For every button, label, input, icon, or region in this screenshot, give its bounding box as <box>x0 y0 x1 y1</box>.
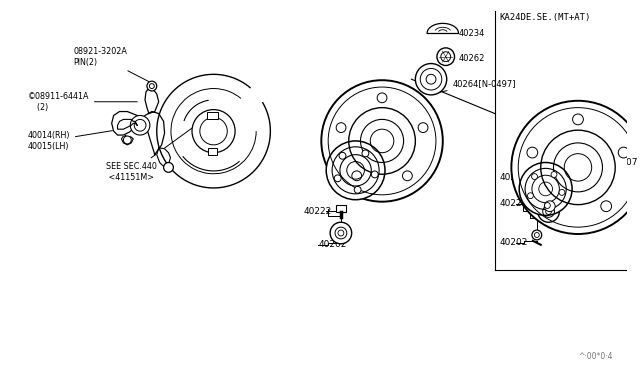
Circle shape <box>519 163 572 215</box>
Polygon shape <box>183 131 239 171</box>
Text: 08921-3202A
PIN(2): 08921-3202A PIN(2) <box>74 46 149 82</box>
Text: 40222: 40222 <box>304 207 332 216</box>
Circle shape <box>354 186 361 193</box>
Polygon shape <box>145 88 159 113</box>
Circle shape <box>618 147 629 158</box>
Text: ©08911-6441A
    (2): ©08911-6441A (2) <box>28 92 138 112</box>
Bar <box>336 205 346 212</box>
Polygon shape <box>427 23 458 33</box>
Text: ^·00*0·4: ^·00*0·4 <box>579 352 613 361</box>
Circle shape <box>527 193 533 199</box>
Circle shape <box>330 222 352 244</box>
Polygon shape <box>111 112 164 155</box>
Text: KA24DE.SE.(MT+AT): KA24DE.SE.(MT+AT) <box>500 13 591 22</box>
Circle shape <box>511 101 640 234</box>
Text: 40202: 40202 <box>318 240 347 249</box>
Circle shape <box>551 171 557 177</box>
Circle shape <box>545 201 555 212</box>
Text: 40222: 40222 <box>500 199 528 208</box>
Text: 40207: 40207 <box>609 158 638 167</box>
Text: 40207: 40207 <box>380 173 408 182</box>
Circle shape <box>538 201 559 222</box>
Circle shape <box>377 93 387 103</box>
Circle shape <box>415 64 447 95</box>
Circle shape <box>164 163 173 172</box>
Circle shape <box>131 115 150 135</box>
Circle shape <box>418 123 428 132</box>
Circle shape <box>532 174 538 180</box>
Polygon shape <box>157 148 170 166</box>
Circle shape <box>362 150 369 157</box>
Bar <box>207 112 218 119</box>
Polygon shape <box>157 74 270 188</box>
Text: 40264[N-0497]: 40264[N-0497] <box>434 78 516 93</box>
Text: 40262: 40262 <box>449 54 485 63</box>
Text: SEE SEC.440
 <41151M>: SEE SEC.440 <41151M> <box>106 127 194 182</box>
Polygon shape <box>118 119 137 129</box>
Circle shape <box>147 81 157 91</box>
Circle shape <box>339 153 346 159</box>
Circle shape <box>321 80 443 202</box>
Circle shape <box>559 189 565 195</box>
Circle shape <box>437 48 454 65</box>
Circle shape <box>601 201 612 212</box>
Circle shape <box>527 147 538 158</box>
Text: 40202: 40202 <box>500 173 528 182</box>
Text: 40234: 40234 <box>445 29 485 38</box>
Text: 40014(RH)
40015(LH): 40014(RH) 40015(LH) <box>28 129 119 151</box>
Circle shape <box>352 171 362 181</box>
Circle shape <box>336 123 346 132</box>
Circle shape <box>124 136 131 144</box>
Bar <box>208 148 218 155</box>
Circle shape <box>192 110 235 153</box>
Text: 40202: 40202 <box>500 238 528 247</box>
Polygon shape <box>122 136 133 145</box>
Circle shape <box>326 141 385 200</box>
Circle shape <box>532 230 541 240</box>
Circle shape <box>334 175 341 182</box>
Circle shape <box>403 171 412 181</box>
Circle shape <box>573 114 584 125</box>
Circle shape <box>371 171 378 178</box>
Circle shape <box>545 203 550 208</box>
